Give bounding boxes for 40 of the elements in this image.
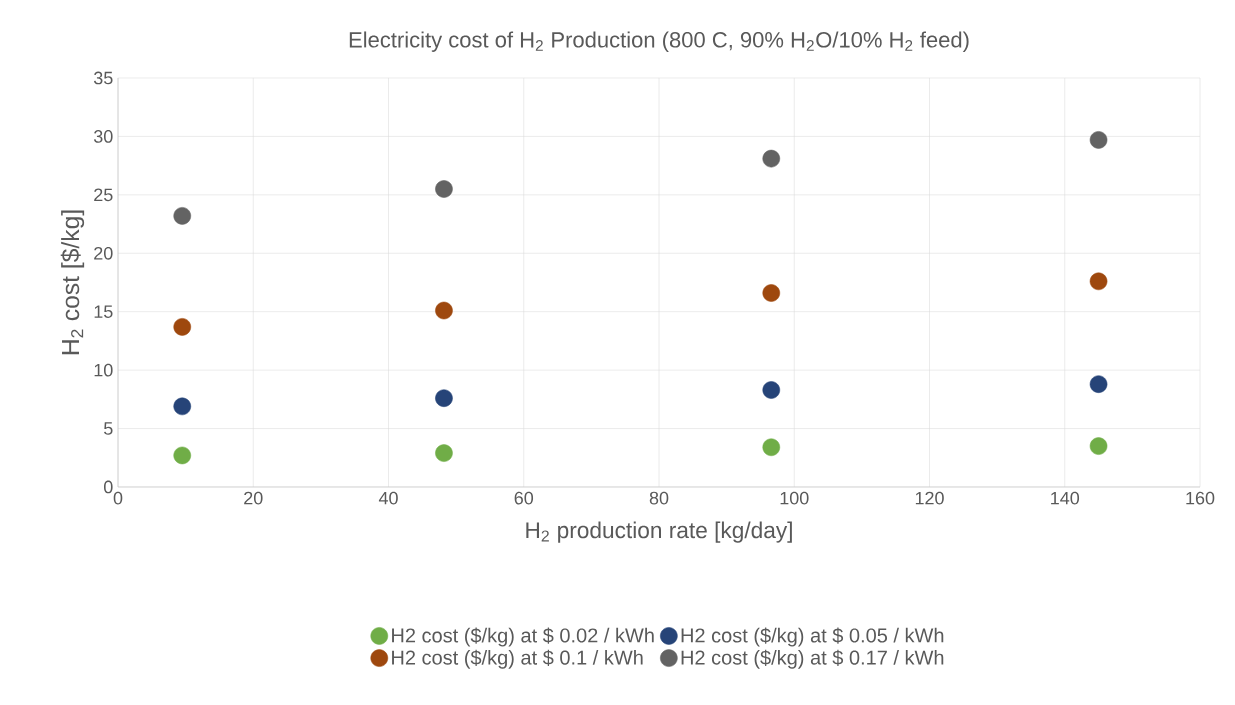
point [435,389,453,407]
point [1089,131,1108,149]
point [173,207,192,225]
point [762,149,781,168]
x-tick-label: 160 [1186,491,1215,505]
x-axis-title: H$_{2}$ production rate [kg/day] [526,521,792,543]
point [1089,272,1108,291]
y-tick-label: 30 [93,130,113,143]
y-axis-title: H$_{2}$ cost [$/kg] [60,210,85,355]
point [173,318,192,336]
y-tick-label: 35 [93,71,113,85]
point [762,284,781,302]
point [1089,437,1108,455]
point [762,438,781,457]
x-tick-label: 0 [113,491,123,505]
chart-title: Electricity cost of H$_{2}$ Production (800 C, 90% H$_{2}$O/10% H$_{2}$ feed) [349,31,969,52]
x-tick-label: 20 [244,491,263,505]
point [435,301,453,320]
point [1089,375,1108,393]
x-tick-label: 120 [915,491,944,505]
legend-label: H2 cost ($/kg) at $ 0.02 / kWh [392,627,654,647]
x-tick-label: 140 [1051,491,1080,505]
point [173,446,192,465]
legend-label: H2 cost ($/kg) at $ 0.1 / kWh [392,649,643,669]
point [435,444,453,462]
x-tick-label: 60 [514,491,534,505]
x-tick-label: 40 [378,491,398,505]
point [173,397,192,416]
x-tick-label: 80 [649,491,669,505]
legend-label: H2 cost ($/kg) at $ 0.05 / kWh [681,627,944,647]
y-tick-label: 25 [94,188,113,202]
x-tick-label: 100 [780,491,809,505]
legend-label: H2 cost ($/kg) at $ 0.17 / kWh [681,649,944,669]
y-tick-label: 15 [94,305,113,318]
y-tick-label: 0 [104,480,113,494]
y-tick-label: 10 [94,363,113,377]
point [435,180,453,198]
point [762,381,781,399]
y-tick-label: 5 [104,422,113,435]
y-tick-label: 20 [94,246,113,260]
